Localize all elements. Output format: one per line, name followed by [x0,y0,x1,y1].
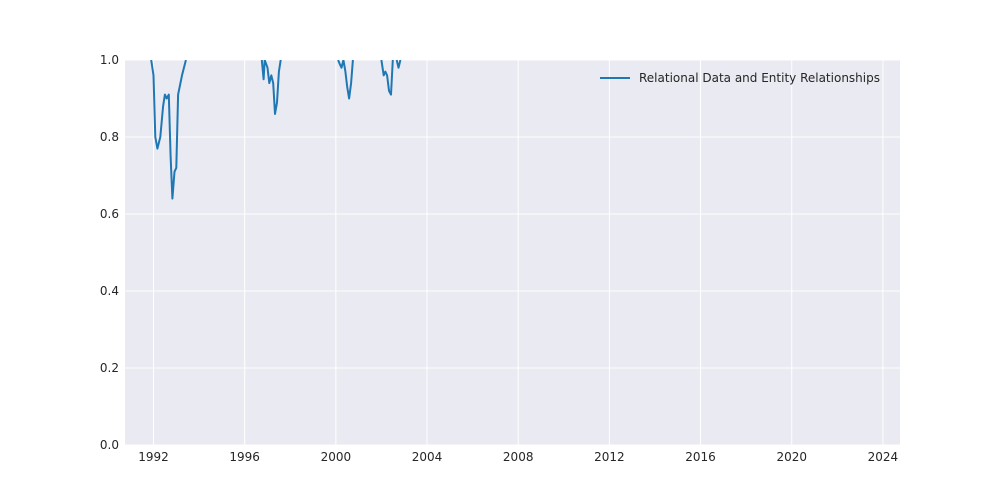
x-tick-label: 2000 [321,450,352,464]
x-tick-label: 2012 [594,450,625,464]
y-tick-label: 0.2 [100,361,119,375]
y-tick-label: 1.0 [100,53,119,67]
plot-area [125,60,900,445]
y-tick-label: 0.0 [100,438,119,452]
y-tick-label: 0.6 [100,207,119,221]
series-line-segment [260,60,282,115]
x-tick-label: 2016 [685,450,716,464]
x-tick-label: 2004 [412,450,443,464]
series-line-segment [150,60,187,200]
y-axis: 0.0 0.2 0.4 0.6 0.8 1.0 [100,53,119,452]
x-axis: 1992 1996 2000 2004 2008 2012 2016 2020 2024 [138,450,898,464]
x-tick-label: 2024 [868,450,899,464]
x-tick-label: 2008 [503,450,534,464]
series-lines [150,60,402,200]
grid [125,59,900,446]
series-line-segment [337,60,354,100]
y-tick-label: 0.8 [100,130,119,144]
x-tick-label: 1996 [229,450,260,464]
legend-label: Relational Data and Entity Relationships [639,71,880,85]
series-line-segment [380,60,394,96]
legend: Relational Data and Entity Relationships [600,71,880,85]
series-line-segment [395,60,402,69]
y-tick-label: 0.4 [100,284,119,298]
x-tick-label: 1992 [138,450,169,464]
x-tick-label: 2020 [776,450,807,464]
